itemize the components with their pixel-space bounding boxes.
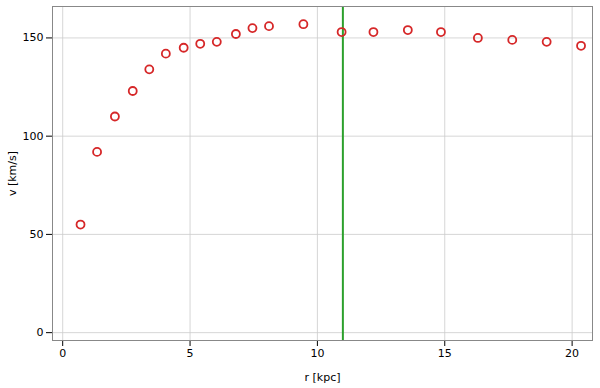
svg-text:20: 20 <box>565 347 579 360</box>
svg-text:5: 5 <box>187 347 194 360</box>
svg-text:15: 15 <box>438 347 452 360</box>
svg-text:r [kpc]: r [kpc] <box>304 371 340 384</box>
svg-text:50: 50 <box>30 228 44 241</box>
svg-text:100: 100 <box>23 130 44 143</box>
svg-text:0: 0 <box>37 326 44 339</box>
svg-text:150: 150 <box>23 31 44 44</box>
svg-text:0: 0 <box>59 347 66 360</box>
svg-text:v [km/s]: v [km/s] <box>6 151 19 196</box>
svg-text:10: 10 <box>310 347 324 360</box>
